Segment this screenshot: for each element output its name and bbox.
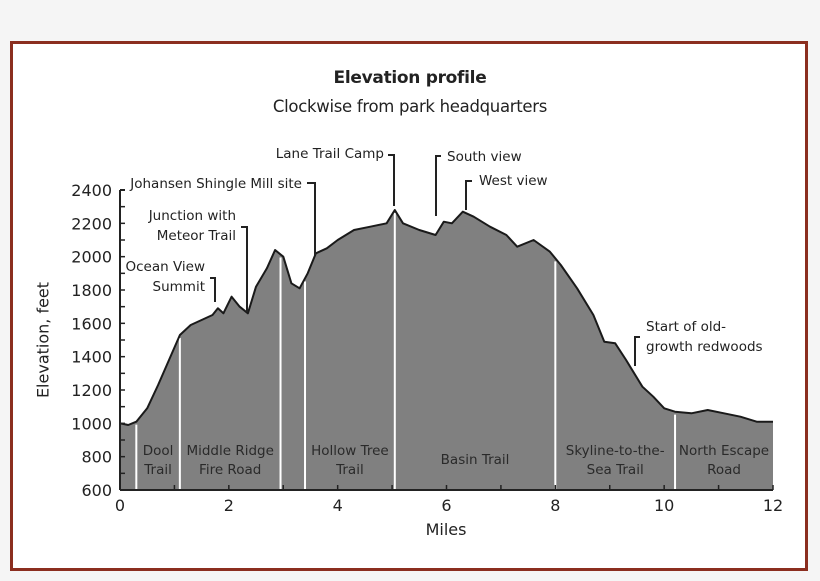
trail-segment-label: Trail [143,462,172,478]
x-tick-label: 0 [115,496,125,515]
x-tick-label: 6 [441,496,451,515]
y-tick-label: 1200 [71,381,112,400]
annotation-leader [435,155,441,216]
annotation-leader [465,180,472,210]
trail-segment-label: Fire Road [199,462,261,478]
annotation-leader [388,154,395,206]
trail-segment-label: North Escape [679,443,769,459]
trail-segment-label: Middle Ridge [186,443,273,459]
x-tick-label: 10 [654,496,674,515]
trail-segment-label: Dool [143,443,174,459]
trail-segment-label: Basin Trail [441,452,510,468]
y-tick-label: 1000 [71,414,112,433]
x-tick-label: 4 [333,496,343,515]
y-tick-label: 1800 [71,281,112,300]
y-tick-label: 1400 [71,348,112,367]
annotation-label: Junction with [148,208,236,224]
y-tick-label: 800 [81,448,112,467]
y-tick-label: 600 [81,481,112,500]
trail-segment-label: Road [707,462,741,478]
annotation-label: Start of old- [646,319,726,335]
chart-title: Elevation profile [333,68,487,88]
y-tick-label: 2200 [71,214,112,233]
x-tick-label: 8 [550,496,560,515]
trail-segment-label: Hollow Tree [311,443,389,459]
y-axis-label: Elevation, feet [33,281,53,399]
annotation-label: Lane Trail Camp [276,146,384,162]
annotation-label: Ocean View [125,259,205,275]
trail-segment-label: Sea Trail [587,462,644,478]
annotation-leader [307,182,316,255]
x-axis-label: Miles [425,520,467,539]
annotation-label: Meteor Trail [157,228,236,244]
y-tick-label: 2000 [71,248,112,267]
x-tick-label: 12 [763,496,783,515]
trail-segment-label: Skyline-to-the- [566,443,665,459]
y-tick-label: 2400 [71,181,112,200]
annotation-label: growth redwoods [646,339,763,355]
chart-subtitle: Clockwise from park headquarters [272,97,548,116]
y-tick-label: 1600 [71,314,112,333]
annotation-label: South view [447,149,522,165]
x-tick-label: 2 [224,496,234,515]
trail-segment-label: Trail [335,462,364,478]
annotation-leader [634,336,640,366]
annotation-label: West view [479,173,548,189]
elevation-line [119,209,773,426]
elevation-area [120,210,773,490]
annotation-leader [241,226,248,312]
annotation-label: Johansen Shingle Mill site [129,176,302,192]
annotation-leader [210,277,216,302]
annotation-label: Summit [153,279,205,295]
